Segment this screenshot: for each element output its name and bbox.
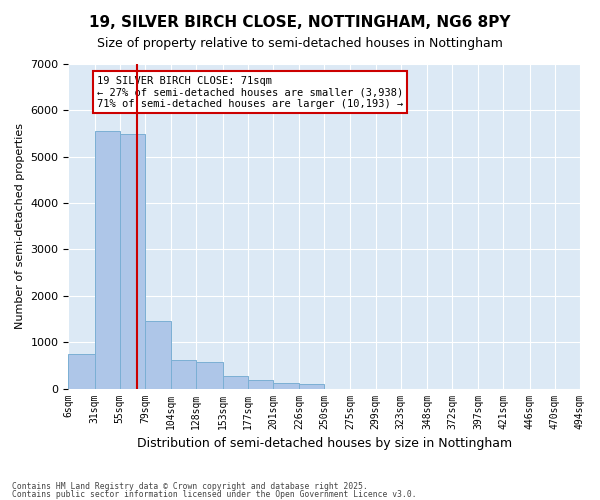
Bar	[273, 382, 299, 388]
Bar	[68, 354, 95, 388]
Bar	[120, 134, 145, 388]
Text: 19, SILVER BIRCH CLOSE, NOTTINGHAM, NG6 8PY: 19, SILVER BIRCH CLOSE, NOTTINGHAM, NG6 …	[89, 15, 511, 30]
X-axis label: Distribution of semi-detached houses by size in Nottingham: Distribution of semi-detached houses by …	[137, 437, 512, 450]
Bar	[95, 131, 120, 388]
Bar	[223, 376, 248, 388]
Text: Contains HM Land Registry data © Crown copyright and database right 2025.: Contains HM Land Registry data © Crown c…	[12, 482, 368, 491]
Bar	[248, 380, 273, 388]
Text: Size of property relative to semi-detached houses in Nottingham: Size of property relative to semi-detach…	[97, 38, 503, 51]
Bar	[299, 384, 324, 388]
Text: 19 SILVER BIRCH CLOSE: 71sqm
← 27% of semi-detached houses are smaller (3,938)
7: 19 SILVER BIRCH CLOSE: 71sqm ← 27% of se…	[97, 76, 403, 109]
Y-axis label: Number of semi-detached properties: Number of semi-detached properties	[15, 124, 25, 330]
Bar	[171, 360, 196, 388]
Bar	[145, 322, 171, 388]
Text: Contains public sector information licensed under the Open Government Licence v3: Contains public sector information licen…	[12, 490, 416, 499]
Bar	[196, 362, 223, 388]
